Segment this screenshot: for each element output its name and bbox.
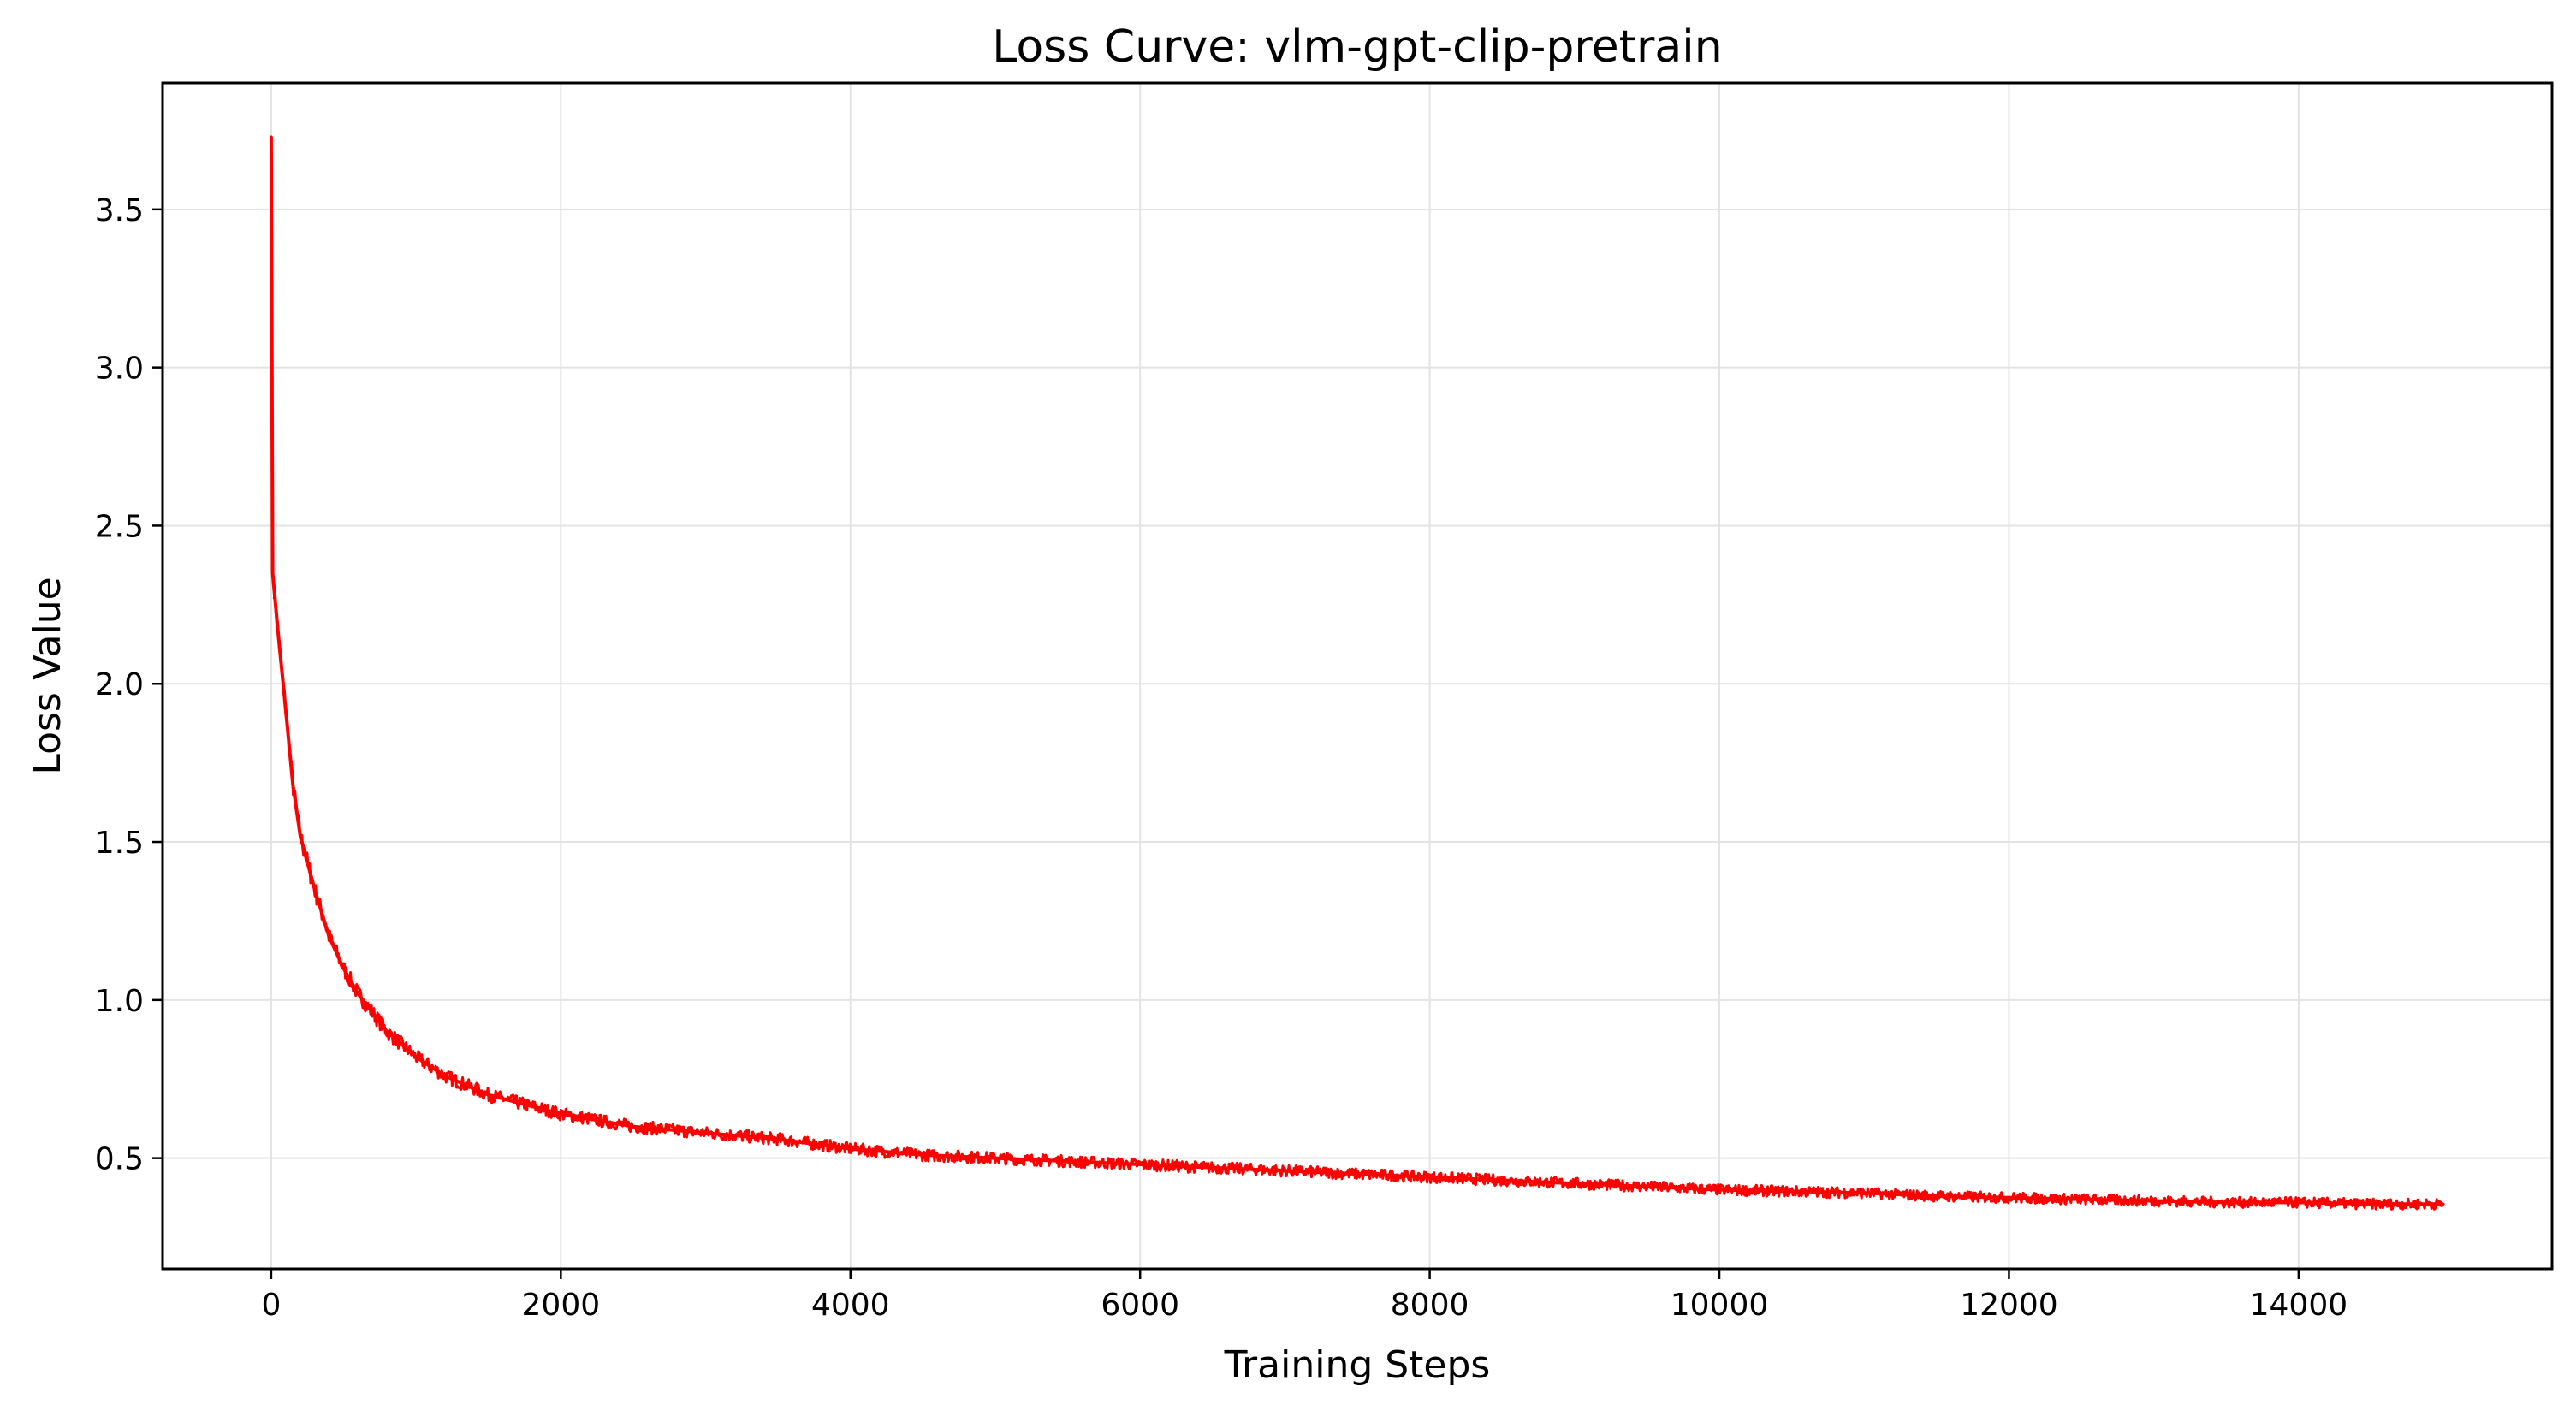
y-tick-label: 1.0 (95, 984, 144, 1019)
loss-data-point (2224, 1200, 2228, 1204)
x-axis-title: Training Steps (1224, 1343, 1491, 1387)
x-tick-label: 0 (261, 1288, 281, 1323)
series-layer (269, 135, 2445, 1211)
grid-lines (163, 83, 2552, 1269)
y-tick-label: 2.0 (95, 667, 144, 702)
x-tick-label: 14000 (2250, 1288, 2348, 1323)
loss-data-point (1790, 1189, 1794, 1193)
loss-data-point (1500, 1179, 1504, 1182)
loss-data-point (313, 887, 317, 891)
loss-data-point (356, 992, 359, 995)
chart-title: Loss Curve: vlm-gpt-clip-pretrain (992, 21, 1722, 73)
loss-data-point (1862, 1191, 1866, 1194)
y-axis-title: Loss Value (26, 577, 69, 774)
loss-data-point (284, 708, 288, 711)
loss-data-point (776, 1137, 780, 1141)
y-tick-label: 2.5 (95, 509, 144, 544)
loss-data-point (849, 1147, 852, 1151)
loss-data-point (443, 1075, 447, 1078)
loss-data-point (1573, 1182, 1576, 1185)
loss-data-point (328, 935, 331, 939)
loss-data-point (276, 635, 280, 638)
y-tick-label: 0.5 (95, 1142, 144, 1177)
loss-data-point (2007, 1196, 2010, 1200)
loss-data-point (385, 1030, 389, 1034)
loss-data-point (2369, 1202, 2372, 1206)
loss-data-point (1138, 1163, 1142, 1166)
loss-data-point (704, 1131, 708, 1135)
loss-data-point (271, 572, 275, 575)
loss-data-point (1356, 1172, 1359, 1176)
loss-data-point (371, 1011, 374, 1015)
loss-data-point (342, 967, 346, 970)
x-tick-label: 8000 (1391, 1288, 1469, 1323)
loss-data-point (2080, 1198, 2083, 1201)
x-tick-label: 4000 (811, 1288, 890, 1323)
loss-data-point (632, 1125, 635, 1129)
axis-ticks: 0 2000 4000 6000 8000 10000 12000 14000 0.5 1.0 1.… (95, 193, 2347, 1323)
loss-data-point (272, 587, 276, 590)
y-tick-label: 3.0 (95, 352, 144, 387)
y-tick-label: 1.5 (95, 826, 144, 861)
x-tick-label: 6000 (1101, 1288, 1179, 1323)
loss-data-point (1283, 1169, 1286, 1172)
loss-data-point (1428, 1176, 1432, 1179)
loss-data-point (2152, 1200, 2156, 1203)
loss-data-point (291, 784, 294, 787)
loss-data-point (1935, 1194, 1938, 1198)
loss-data-point (2297, 1200, 2300, 1204)
loss-data-point (1066, 1159, 1070, 1163)
loss-data-point (1645, 1185, 1648, 1188)
loss-data-point (299, 834, 302, 838)
x-tick-label: 10000 (1671, 1288, 1769, 1323)
loss-data-point (270, 135, 273, 139)
y-tick-label: 3.5 (95, 193, 144, 228)
loss-data-point (2442, 1202, 2445, 1206)
plot-area-frame (161, 81, 2554, 1271)
x-tick-label: 12000 (1960, 1288, 2058, 1323)
loss-data-point (994, 1157, 997, 1160)
loss-data-point (1718, 1188, 1721, 1192)
loss-data-point (414, 1055, 418, 1058)
loss-data-point (921, 1153, 924, 1157)
loss-data-point (1211, 1166, 1214, 1170)
x-tick-label: 2000 (522, 1288, 601, 1323)
loss-data-point (559, 1112, 562, 1116)
loss-data-point (487, 1093, 490, 1097)
